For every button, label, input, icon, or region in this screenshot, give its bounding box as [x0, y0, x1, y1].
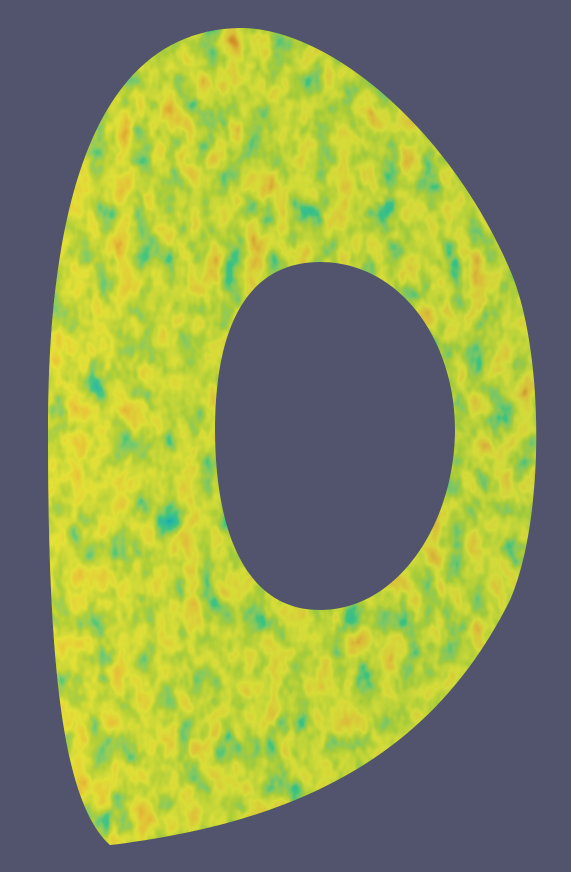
plasma-ring-turbulence: [48, 28, 537, 845]
